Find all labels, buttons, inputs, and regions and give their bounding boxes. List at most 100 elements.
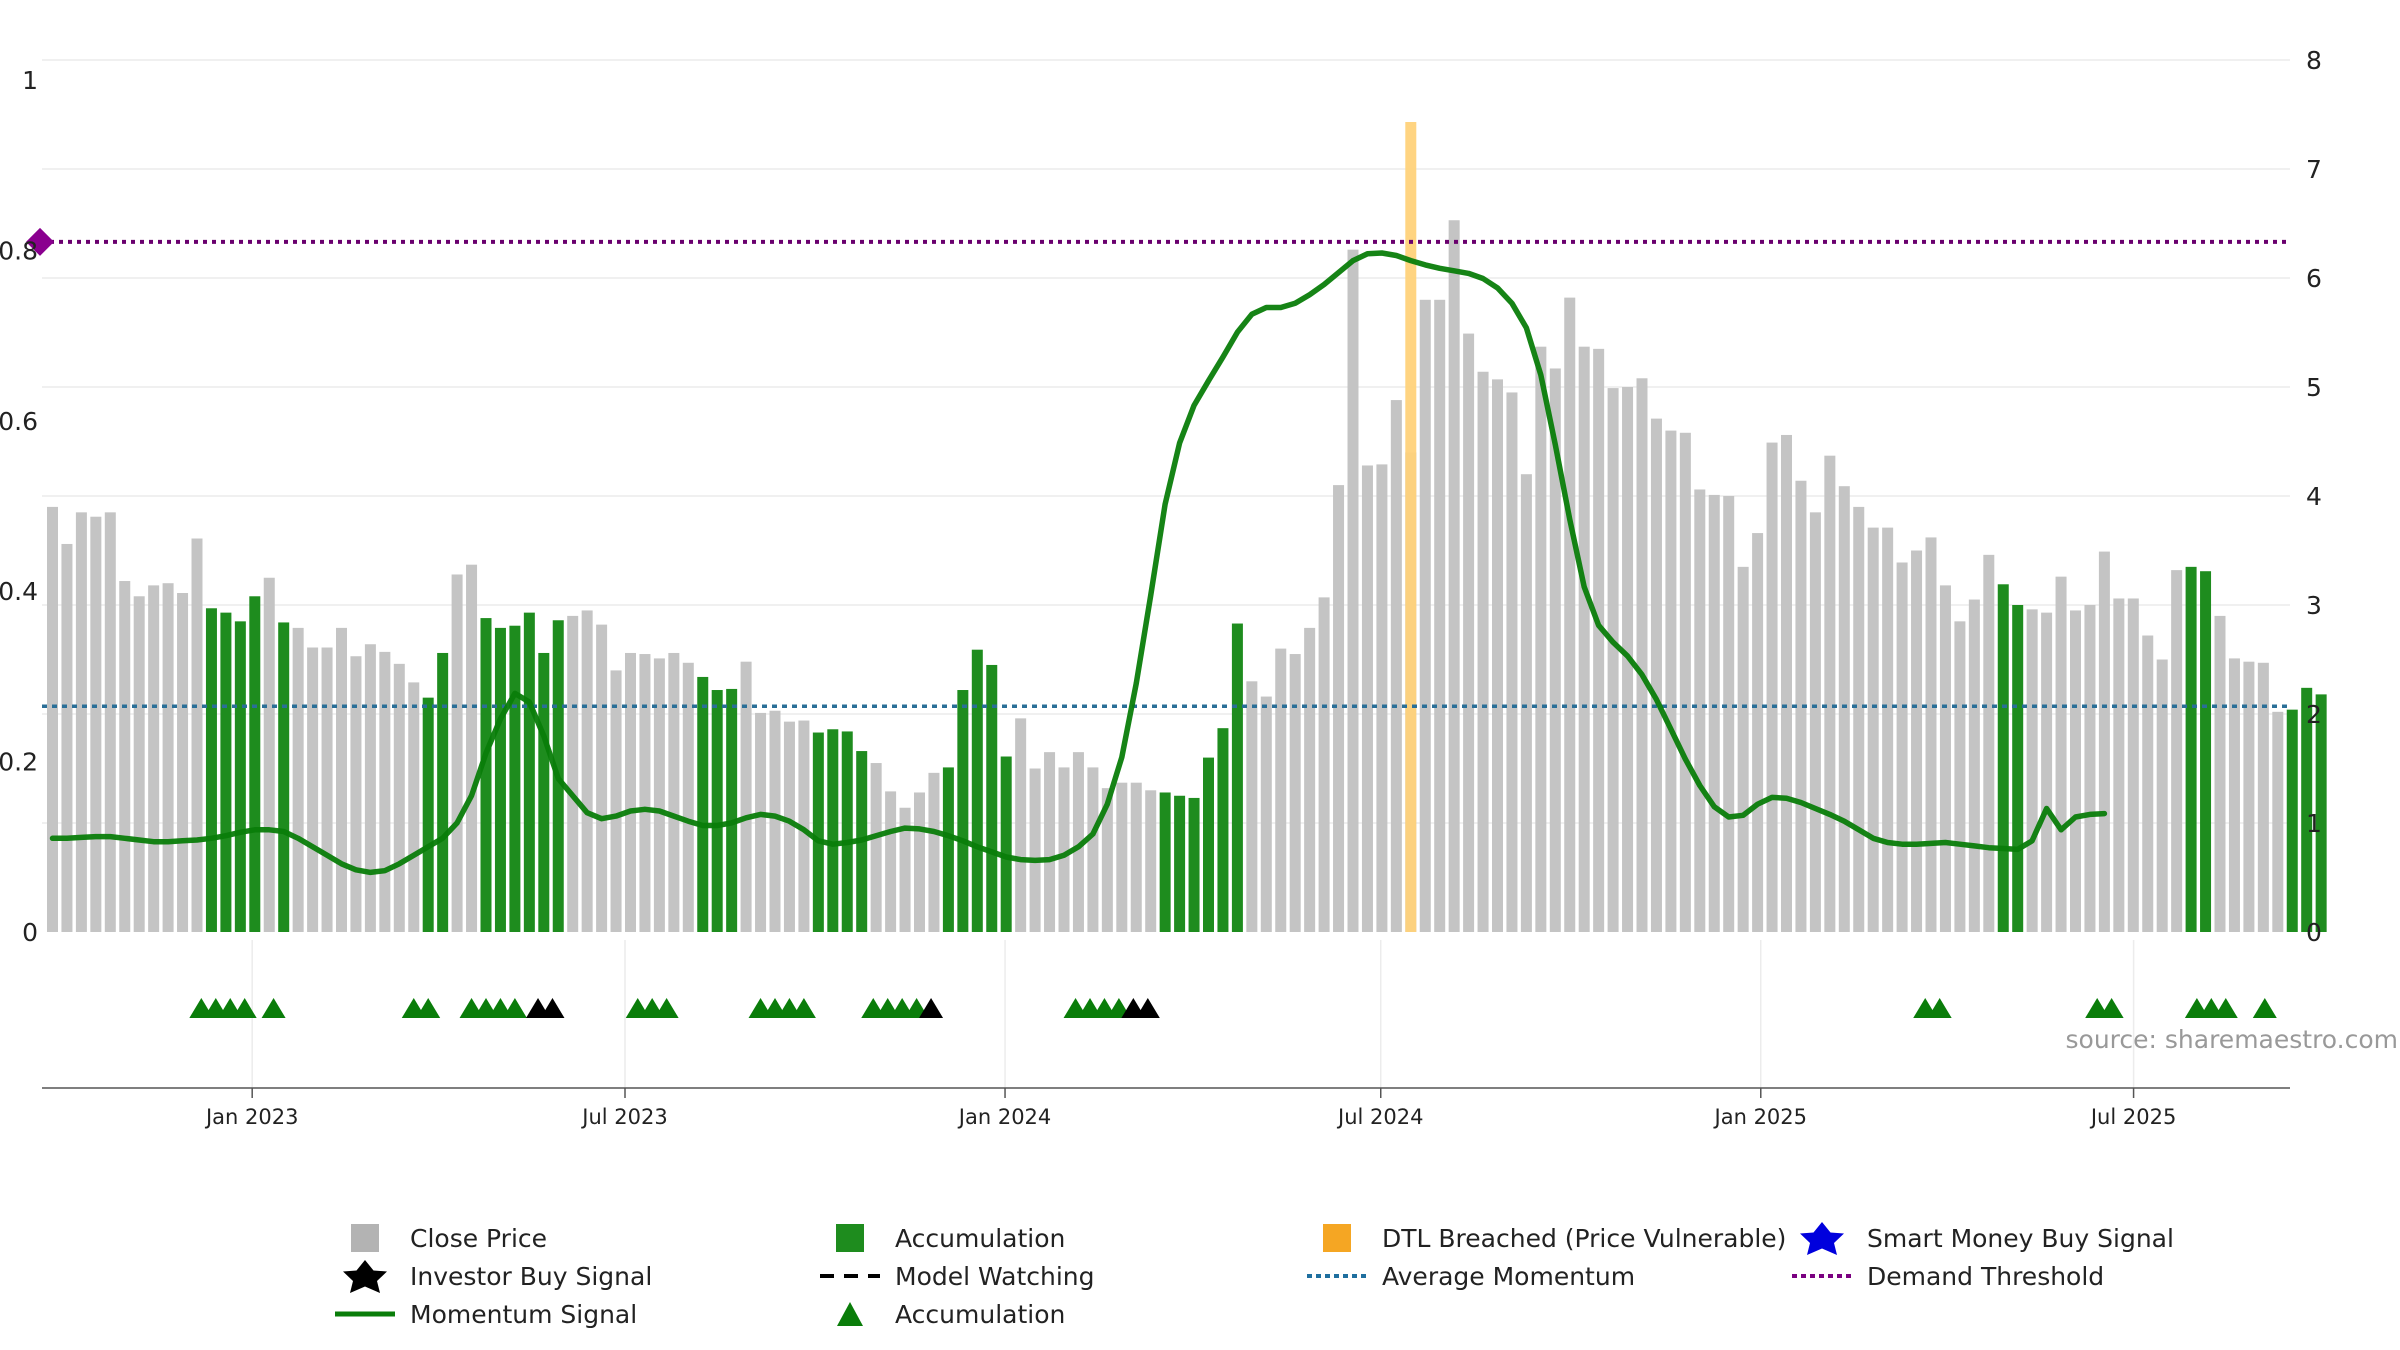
- close-price-bar: [596, 624, 608, 932]
- close-price-bar: [1361, 465, 1373, 932]
- close-price-bar: [119, 581, 131, 932]
- left-axis-tick-label: 0: [22, 918, 38, 947]
- close-price-bar: [2041, 612, 2053, 932]
- close-price-bar: [1809, 512, 1821, 932]
- gridlines: [42, 59, 2290, 1088]
- signal-markers: [189, 998, 2277, 1018]
- close-price-bar: [1116, 782, 1128, 932]
- close-price-bar: [2127, 598, 2139, 932]
- accumulation-bar: [726, 688, 738, 932]
- close-price-bar: [1737, 566, 1749, 932]
- left-axis-tick-label: 0.2: [0, 748, 38, 777]
- close-price-bar: [1896, 562, 1908, 932]
- close-price-bar: [1723, 496, 1735, 932]
- legend-item-smart-money-buy-signal: Smart Money Buy Signal: [1777, 1220, 2174, 1256]
- close-price-bar: [104, 512, 116, 932]
- legend-item-close-price: Close Price: [320, 1220, 547, 1256]
- close-price-bar: [783, 721, 795, 932]
- accumulation-bar: [1188, 797, 1200, 932]
- legend-label: Momentum Signal: [410, 1299, 638, 1329]
- source-credit: source: sharemaestro.com: [2066, 1025, 2399, 1054]
- legend-label: DTL Breached (Price Vulnerable): [1382, 1223, 1787, 1253]
- close-price-bar: [668, 652, 680, 932]
- close-price-bar: [1520, 474, 1532, 932]
- legend-label: Accumulation: [895, 1299, 1066, 1329]
- close-price-bar: [2142, 635, 2154, 932]
- close-price-bar: [2214, 615, 2226, 932]
- close-price-bar: [1390, 400, 1402, 933]
- accumulation-marker: [232, 998, 257, 1018]
- close-price-bar: [798, 720, 810, 932]
- close-price-bar: [1058, 767, 1070, 932]
- x-axis-tick-label: Jan 2024: [957, 1105, 1052, 1129]
- legend-label: Investor Buy Signal: [410, 1261, 653, 1291]
- legend-dotted-line-icon: [1777, 1258, 1867, 1294]
- right-axis-tick-label: 3: [2306, 591, 2322, 620]
- close-price-bar: [653, 658, 665, 932]
- investor-buy-marker: [919, 998, 944, 1018]
- close-price-bar: [2084, 605, 2096, 932]
- close-price-bar: [336, 627, 347, 932]
- accumulation-bar: [538, 652, 550, 932]
- close-price-bar: [1853, 506, 1865, 932]
- close-price-bar: [1882, 527, 1894, 932]
- right-axis-tick-label: 6: [2306, 264, 2322, 293]
- close-price-bar: [1679, 432, 1691, 932]
- right-axis-tick-label: 5: [2306, 373, 2322, 402]
- close-price-bar: [740, 661, 752, 932]
- close-price-bar: [610, 670, 622, 932]
- legend-triangle-icon: [805, 1296, 895, 1332]
- close-price-bar: [177, 593, 189, 932]
- accumulation-bar: [1997, 584, 2009, 932]
- close-price-bar: [1795, 480, 1807, 932]
- right-axis-tick-label: 2: [2306, 700, 2322, 729]
- close-price-bar: [1419, 299, 1431, 932]
- accumulation-marker: [2213, 998, 2238, 1018]
- close-price-bar: [2257, 662, 2269, 932]
- close-price-bar: [639, 654, 651, 932]
- accumulation-bar: [509, 625, 521, 932]
- accumulation-bar: [971, 649, 983, 932]
- accumulation-bar: [1231, 623, 1243, 932]
- close-price-bar: [1824, 455, 1836, 932]
- accumulation-marker: [2099, 998, 2124, 1018]
- close-price-bar: [1448, 220, 1460, 933]
- legend-label: Smart Money Buy Signal: [1867, 1223, 2174, 1253]
- right-axis-tick-label: 1: [2306, 809, 2322, 838]
- legend-square-icon: [1292, 1220, 1382, 1256]
- legend-item-investor-buy-signal: Investor Buy Signal: [320, 1258, 652, 1294]
- legend-item-average-momentum: Average Momentum: [1292, 1258, 1635, 1294]
- close-price-bar: [61, 543, 73, 932]
- close-price-bar: [1376, 464, 1388, 932]
- close-price-bar: [581, 610, 593, 932]
- close-price-bar: [1492, 379, 1503, 932]
- close-price-bar: [1694, 489, 1706, 932]
- close-price-bar: [1145, 790, 1157, 932]
- accumulation-bar: [422, 697, 434, 932]
- accumulation-bar: [942, 767, 954, 932]
- accumulation-bar: [480, 618, 492, 932]
- close-price-bar: [1549, 368, 1561, 933]
- x-axis-tick-label: Jul 2024: [1336, 1105, 1423, 1129]
- close-price-bar: [47, 506, 58, 932]
- accumulation-bar: [249, 596, 261, 932]
- accumulation-marker: [261, 998, 286, 1018]
- close-price-bar: [928, 772, 940, 932]
- legend-star-icon: [1777, 1220, 1867, 1256]
- close-price-bar: [885, 791, 897, 932]
- accumulation-bar: [1203, 757, 1214, 932]
- close-price-bar: [1535, 346, 1547, 932]
- legend-square-icon: [320, 1220, 410, 1256]
- close-price-bar: [75, 512, 87, 932]
- close-price-bar: [292, 627, 304, 932]
- accumulation-bar: [812, 732, 824, 932]
- accumulation-bar: [523, 612, 535, 932]
- close-price-bar: [162, 583, 174, 932]
- accumulation-bar: [841, 731, 853, 932]
- close-price-bar: [1347, 249, 1359, 932]
- close-price-bar: [1838, 486, 1850, 932]
- close-price-bar: [899, 807, 911, 932]
- accumulation-bar: [2200, 571, 2212, 932]
- accumulation-bar: [2185, 566, 2197, 932]
- close-price-bar: [1968, 599, 1980, 932]
